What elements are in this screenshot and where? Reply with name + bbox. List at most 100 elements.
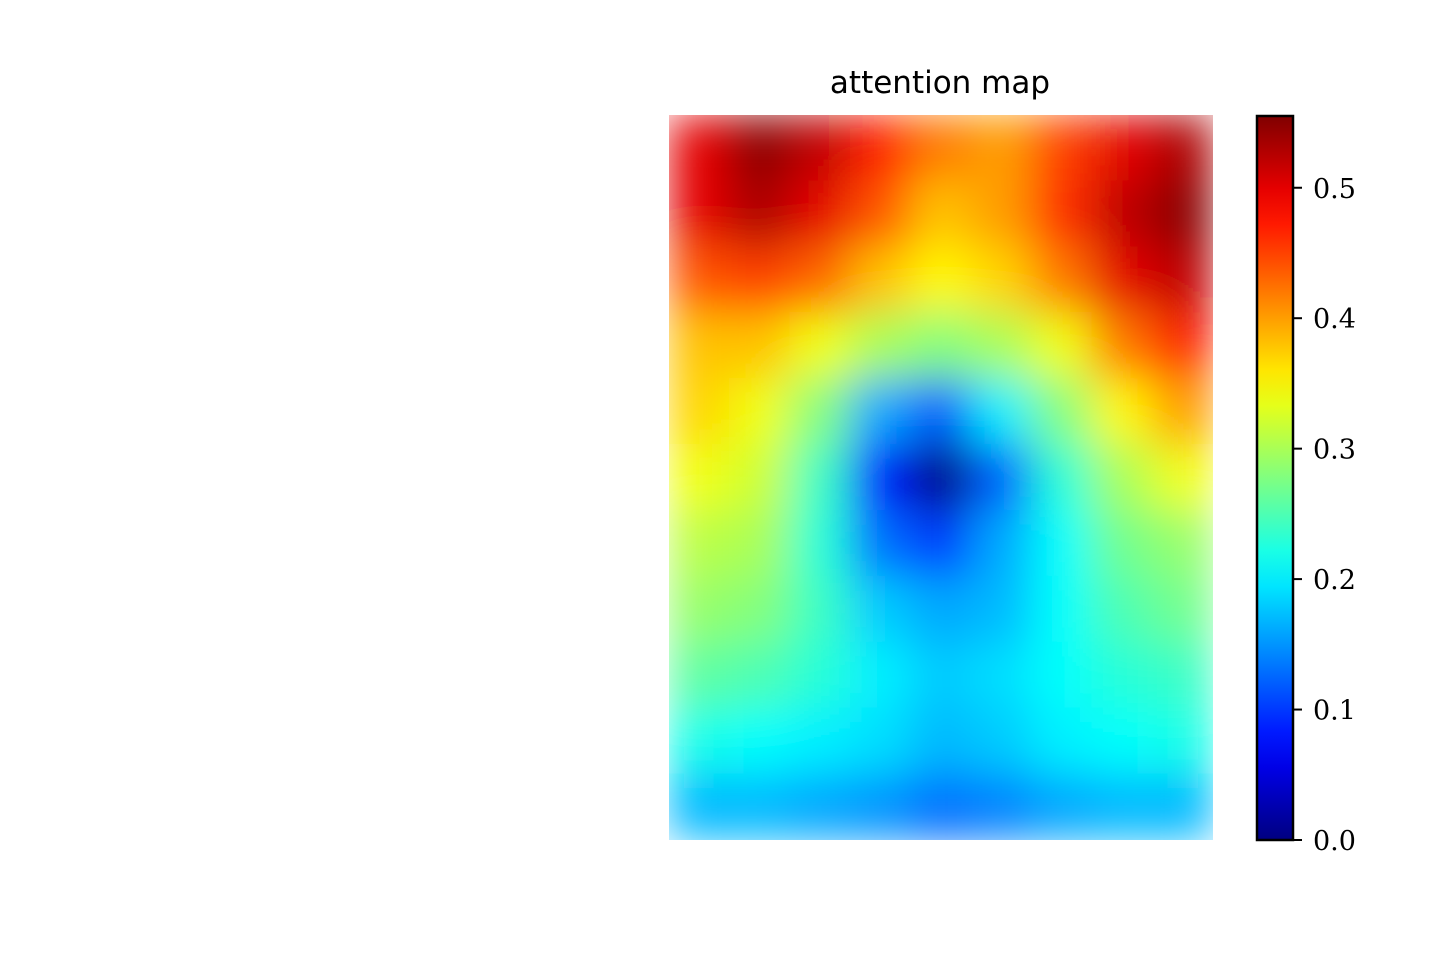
- heatmap-cell: [1091, 378, 1154, 446]
- heatmap-cell: [1091, 246, 1154, 314]
- heatmap-cell: [669, 378, 730, 446]
- heatmap-cell: [728, 444, 791, 511]
- heatmap-cell: [849, 773, 912, 840]
- heatmap-cell: [849, 509, 912, 577]
- heatmap-cell: [669, 509, 730, 577]
- heatmap-cell: [789, 444, 851, 511]
- heatmap-cell: [1091, 509, 1154, 577]
- colorbar-fill: [1257, 116, 1293, 840]
- heatmap-cell: [970, 246, 1033, 314]
- heatmap-cell: [849, 444, 912, 511]
- heatmap-cell: [1031, 773, 1093, 840]
- heatmap-cell: [789, 312, 851, 380]
- heatmap-cell: [1152, 707, 1213, 775]
- heatmap-cell: [1091, 180, 1154, 248]
- heatmap-cell: [1091, 575, 1154, 643]
- colorbar-tick-label: 0.1: [1313, 696, 1356, 727]
- heatmap-cell: [789, 641, 851, 709]
- heatmap-cell: [1091, 444, 1154, 511]
- heatmap-cell: [970, 444, 1033, 511]
- heatmap-cell: [910, 509, 972, 577]
- heatmap-cell: [1031, 180, 1093, 248]
- colorbar-frame: [1255, 114, 1295, 842]
- heatmap-cell: [970, 378, 1033, 446]
- heatmap-cell: [970, 773, 1033, 840]
- heatmap-cell: [849, 180, 912, 248]
- colorbar-tick-label: 0.0: [1313, 826, 1356, 857]
- heatmap-cell: [669, 641, 730, 709]
- heatmap-cell: [970, 509, 1033, 577]
- heatmap-cell: [669, 180, 730, 248]
- chart-title: attention map: [830, 65, 1050, 101]
- heatmap-cell: [1152, 180, 1213, 248]
- heatmap-cell: [669, 773, 730, 840]
- heatmap-cell: [728, 707, 791, 775]
- heatmap-cell: [1152, 575, 1213, 643]
- heatmap-cell: [970, 312, 1033, 380]
- heatmap-cell: [728, 180, 791, 248]
- heatmap-cell: [910, 246, 972, 314]
- heatmap-cell: [728, 378, 791, 446]
- heatmap-cell: [728, 509, 791, 577]
- colorbar-tick-label: 0.4: [1313, 304, 1356, 335]
- heatmap-cell: [1152, 312, 1213, 380]
- heatmap-cell: [910, 641, 972, 709]
- heatmap-cell: [789, 180, 851, 248]
- heatmap-cell: [910, 180, 972, 248]
- heatmap-cell: [1091, 312, 1154, 380]
- heatmap-cell: [669, 575, 730, 643]
- heatmap-cell: [1031, 115, 1093, 182]
- heatmap-cell: [1091, 115, 1154, 182]
- heatmap-cell: [1031, 707, 1093, 775]
- heatmap-cell: [1091, 707, 1154, 775]
- heatmap-cell: [789, 707, 851, 775]
- heatmap-cell: [910, 312, 972, 380]
- heatmap-cell: [910, 773, 972, 840]
- heatmap-cell: [970, 115, 1033, 182]
- heatmap-cell: [728, 246, 791, 314]
- heatmap-cell: [669, 444, 730, 511]
- heatmap-cell: [849, 378, 912, 446]
- colorbar-tick-label: 0.2: [1313, 565, 1356, 596]
- heatmap-cell: [910, 707, 972, 775]
- heatmap-cell: [728, 641, 791, 709]
- heatmap-cell: [789, 378, 851, 446]
- heatmap-cell: [1091, 641, 1154, 709]
- heatmap-cell: [789, 115, 851, 182]
- heatmap-cell: [970, 641, 1033, 709]
- heatmap-cell: [728, 312, 791, 380]
- heatmap-cell: [1031, 509, 1093, 577]
- heatmap-cell: [910, 378, 972, 446]
- heatmap-cell: [1152, 444, 1213, 511]
- heatmap-cell: [789, 575, 851, 643]
- heatmap-cell: [849, 312, 912, 380]
- heatmap-cell: [1152, 773, 1213, 840]
- heatmap-cell: [1031, 641, 1093, 709]
- heatmap-cell: [849, 707, 912, 775]
- heatmap-cell: [789, 509, 851, 577]
- colorbar: 0.0 0.1 0.2 0.3 0.4 0.5: [1255, 114, 1356, 857]
- heatmap-cell: [1031, 444, 1093, 511]
- heatmap: [669, 115, 1213, 840]
- heatmap-cell: [849, 115, 912, 182]
- heatmap-cell: [669, 707, 730, 775]
- heatmap-cell: [1152, 641, 1213, 709]
- heatmap-cell: [910, 115, 972, 182]
- heatmap-cell: [970, 707, 1033, 775]
- heatmap-cell: [970, 180, 1033, 248]
- colorbar-tick-label: 0.3: [1313, 435, 1356, 466]
- heatmap-cell: [669, 246, 730, 314]
- heatmap-cell: [1152, 378, 1213, 446]
- heatmap-cell: [849, 641, 912, 709]
- heatmap-cell: [728, 115, 791, 182]
- heatmap-cell: [669, 115, 730, 182]
- heatmap-cell: [849, 246, 912, 314]
- heatmap-cell: [789, 246, 851, 314]
- heatmap-cell: [1152, 246, 1213, 314]
- heatmap-cell: [1152, 115, 1213, 182]
- heatmap-cell: [728, 773, 791, 840]
- heatmap-cell: [1031, 575, 1093, 643]
- heatmap-cell: [728, 575, 791, 643]
- heatmap-cell: [1031, 378, 1093, 446]
